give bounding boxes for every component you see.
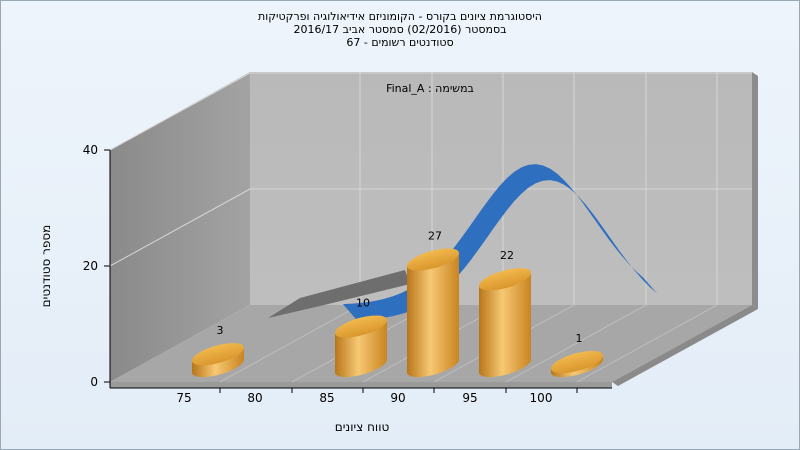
data-label: 1 [576,332,583,345]
y-tick-label: 20 [83,259,98,273]
floor-front-edge [110,382,612,388]
bar [192,343,244,378]
bar-body [407,253,459,378]
bar [551,350,603,378]
axes: 0 20 40 75 80 85 90 95 100 [83,143,612,405]
chart-title-line-1: היסטוגרמת ציונים בקורס - הקומוניזם אידיא… [258,10,542,23]
chart-title-block: היסטוגרמת ציונים בקורס - הקומוניזם אידיא… [0,10,800,49]
bar-top [192,343,244,366]
floor-right-edge [612,305,758,386]
data-label: 27 [428,230,442,243]
x-tick-label: 75 [176,391,191,405]
x-axis-label: טווח ציונים [335,420,390,434]
bar-top [335,315,387,338]
bar-top [407,248,459,271]
bar [335,315,387,378]
bar-top [479,268,531,291]
y-axis-label: מספר סטודנטים [39,225,53,308]
back-wall-right-edge [752,72,758,309]
bar [479,268,531,378]
bar-top [551,350,603,374]
chart-title-line-2: בסמסטר (02/2016) סמסטר אביב 2016/17 [293,23,507,36]
x-tick-label: 80 [247,391,262,405]
data-labels: 3 10 27 22 1 [217,230,583,346]
x-tick-label: 85 [319,391,334,405]
bars [192,248,603,378]
data-label: 10 [356,297,370,310]
gridline-left-wall [109,188,251,267]
gridline-floor [505,304,647,383]
y-tick-label: 0 [90,375,98,389]
gridline-left-wall [109,72,251,151]
gridline-floor [219,304,361,383]
gridline-floor [576,304,718,383]
x-tick-label: 90 [390,391,405,405]
inner-task-label: במשימה : Final_A [386,82,474,95]
bar [407,248,459,378]
x-tick-label: 100 [530,391,553,405]
bar-body [479,272,531,378]
data-label: 22 [500,249,514,262]
chart-title-line-3: סטודנטים רשומים - 67 [346,36,454,49]
x-tick-label: 95 [462,391,477,405]
curve-shadow-ribbon [268,270,410,318]
y-tick-label: 40 [83,143,98,157]
data-label: 3 [217,324,224,337]
